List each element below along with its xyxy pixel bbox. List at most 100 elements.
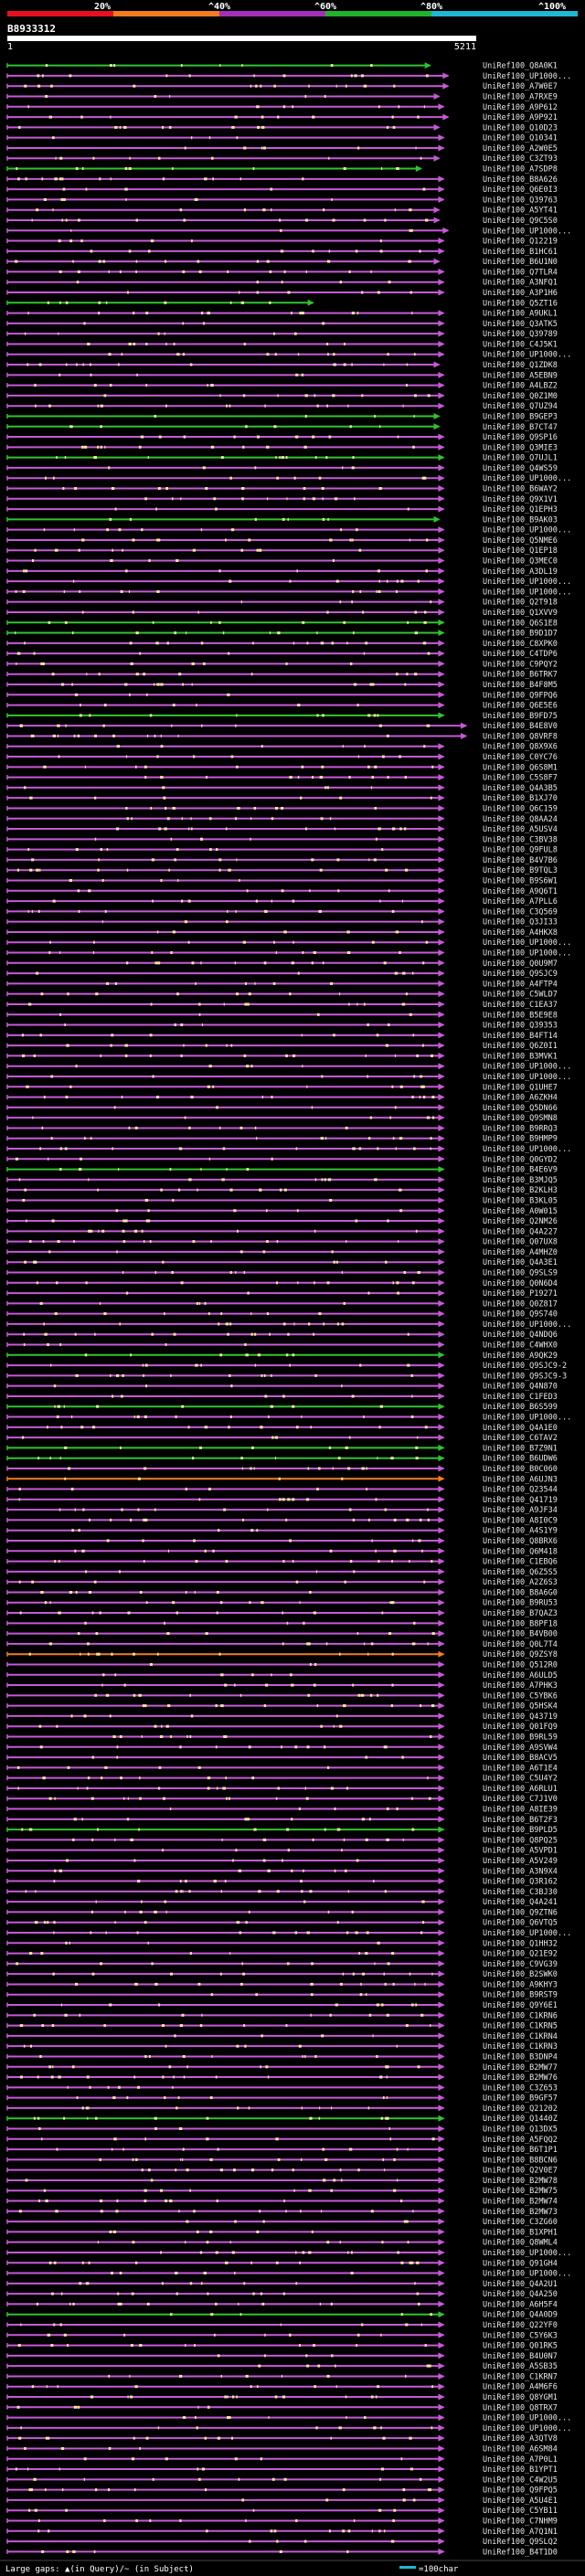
hit-row[interactable]: UniRef100_Q9Y6E1 — [6, 2001, 558, 2010]
hit-label[interactable]: UniRef100_Q01RK5 — [483, 2342, 558, 2351]
hit-row[interactable]: UniRef100_C0YC76 — [6, 753, 558, 762]
hit-label[interactable]: UniRef100_Q8A0K1 — [483, 62, 558, 71]
hit-row[interactable]: UniRef100_C6TAV2 — [6, 1434, 558, 1443]
hit-row[interactable]: UniRef100_A3P1H6 — [6, 289, 558, 298]
hit-row[interactable]: UniRef100_UP1000... — [6, 2424, 571, 2433]
hit-label[interactable]: UniRef100_B9RST9 — [483, 1991, 558, 2000]
hit-label[interactable]: UniRef100_C1KRN3 — [483, 2042, 558, 2051]
hit-label[interactable]: UniRef100_Q3JI33 — [483, 918, 558, 928]
hit-row[interactable]: UniRef100_UP1000... — [6, 526, 571, 535]
hit-label[interactable]: UniRef100_B6WAY2 — [483, 485, 558, 494]
hit-row[interactable]: UniRef100_A4FTP4 — [6, 980, 558, 989]
hit-label[interactable]: UniRef100_Q6E5E6 — [483, 702, 558, 711]
hit-label[interactable]: UniRef100_UP1000... — [483, 474, 571, 483]
hit-label[interactable]: UniRef100_A5EBN9 — [483, 371, 558, 380]
hit-label[interactable]: UniRef100_A6ULD5 — [483, 1671, 558, 1680]
hit-row[interactable]: UniRef100_Q23544 — [6, 1486, 558, 1495]
hit-row[interactable]: UniRef100_C1KRN4 — [6, 2032, 558, 2041]
hit-row[interactable]: UniRef100_Q5DN66 — [6, 1104, 558, 1113]
hit-row[interactable]: UniRef100_Q4A2U1 — [6, 2280, 558, 2289]
hit-label[interactable]: UniRef100_B2SWK0 — [483, 1970, 558, 1979]
hit-label[interactable]: UniRef100_C8XPK0 — [483, 640, 558, 649]
hit-label[interactable]: UniRef100_Q1440Z — [483, 2115, 558, 2124]
hit-label[interactable]: UniRef100_Q4A241 — [483, 1898, 558, 1907]
hit-label[interactable]: UniRef100_A5FQQ2 — [483, 2136, 558, 2145]
hit-row[interactable]: UniRef100_Q9ZSY8 — [6, 1650, 558, 1659]
hit-label[interactable]: UniRef100_Q23544 — [483, 1486, 558, 1495]
hit-row[interactable]: UniRef100_A8IE39 — [6, 1806, 558, 1815]
hit-row[interactable]: UniRef100_A7PHK3 — [6, 1681, 558, 1691]
hit-label[interactable]: UniRef100_B1XJ70 — [483, 794, 558, 803]
hit-row[interactable]: UniRef100_B0C060 — [6, 1465, 558, 1474]
hit-row[interactable]: UniRef100_Q01RK5 — [6, 2342, 558, 2351]
hit-row[interactable]: UniRef100_B2MW78 — [6, 2177, 558, 2186]
hit-label[interactable]: UniRef100_Q1HH32 — [483, 1939, 558, 1948]
hit-label[interactable]: UniRef100_B4V7B6 — [483, 856, 558, 865]
hit-label[interactable]: UniRef100_A7Q1N1 — [483, 2528, 558, 2537]
hit-label[interactable]: UniRef100_C4TDP6 — [483, 650, 558, 659]
hit-row[interactable]: UniRef100_Q9SLS9 — [6, 1269, 558, 1278]
hit-label[interactable]: UniRef100_B6UDW6 — [483, 1455, 558, 1464]
hit-label[interactable]: UniRef100_B6TRK7 — [483, 671, 558, 680]
hit-label[interactable]: UniRef100_A4LBZ2 — [483, 382, 558, 391]
hit-row[interactable]: UniRef100_Q22YF0 — [6, 2321, 558, 2330]
hit-label[interactable]: UniRef100_UP1000... — [483, 351, 571, 360]
hit-label[interactable]: UniRef100_Q9SLS9 — [483, 1269, 558, 1278]
hit-row[interactable]: UniRef100_Q10D23 — [6, 123, 558, 133]
hit-row[interactable]: UniRef100_Q41719 — [6, 1496, 558, 1505]
hit-row[interactable]: UniRef100_Q9FUL8 — [6, 846, 558, 855]
hit-label[interactable]: UniRef100_B2MW74 — [483, 2198, 558, 2207]
hit-row[interactable]: UniRef100_B4V7B6 — [6, 856, 558, 865]
hit-label[interactable]: UniRef100_Q6Z0I1 — [483, 1042, 558, 1051]
hit-label[interactable]: UniRef100_A9Q6T1 — [483, 887, 558, 896]
hit-label[interactable]: UniRef100_Q3MEC0 — [483, 557, 558, 567]
hit-row[interactable]: UniRef100_Q4A3E1 — [6, 1258, 558, 1267]
hit-label[interactable]: UniRef100_UP1000... — [483, 1145, 571, 1154]
hit-row[interactable]: UniRef100_Q4NDQ6 — [6, 1330, 558, 1340]
hit-row[interactable]: UniRef100_C3ZT93 — [6, 154, 558, 164]
hit-label[interactable]: UniRef100_A4M6F6 — [483, 2383, 558, 2392]
hit-row[interactable]: UniRef100_UP1000... — [6, 1073, 571, 1082]
hit-label[interactable]: UniRef100_C6TAV2 — [483, 1434, 558, 1443]
hit-row[interactable]: UniRef100_Q2V0E7 — [6, 2167, 558, 2176]
hit-row[interactable]: UniRef100_UP1000... — [6, 474, 571, 483]
hit-row[interactable]: UniRef100_Q9X1V1 — [6, 495, 558, 504]
hit-label[interactable]: UniRef100_B2MW78 — [483, 2177, 558, 2186]
hit-row[interactable]: UniRef100_Q6S8M1 — [6, 763, 558, 772]
hit-label[interactable]: UniRef100_A9UKL1 — [483, 310, 558, 319]
hit-row[interactable]: UniRef100_Q2NM26 — [6, 1217, 558, 1226]
hit-row[interactable]: UniRef100_UP1000... — [6, 227, 571, 236]
hit-row[interactable]: UniRef100_A6SM84 — [6, 2445, 558, 2454]
hit-row[interactable]: UniRef100_A7RXE9 — [6, 93, 558, 102]
hit-label[interactable]: UniRef100_Q9FUL8 — [483, 846, 558, 855]
hit-label[interactable]: UniRef100_B9TQL3 — [483, 866, 558, 875]
hit-label[interactable]: UniRef100_A3DL19 — [483, 567, 558, 577]
hit-label[interactable]: UniRef100_UP1000... — [483, 938, 571, 948]
hit-label[interactable]: UniRef100_Q9SP16 — [483, 433, 558, 442]
hit-label[interactable]: UniRef100_B4E8V0 — [483, 722, 558, 731]
hit-row[interactable]: UniRef100_A5V249 — [6, 1857, 558, 1866]
hit-label[interactable]: UniRef100_A4FTP4 — [483, 980, 558, 989]
hit-label[interactable]: UniRef100_UP1000... — [483, 2249, 571, 2258]
hit-label[interactable]: UniRef100_Q39763 — [483, 196, 558, 205]
hit-row[interactable]: UniRef100_A2Z6S3 — [6, 1578, 558, 1587]
hit-row[interactable]: UniRef100_A9SVW4 — [6, 1744, 558, 1753]
hit-label[interactable]: UniRef100_Q4A250 — [483, 2290, 558, 2299]
hit-row[interactable]: UniRef100_C3Z653 — [6, 2083, 558, 2093]
hit-row[interactable]: UniRef100_UP1000... — [6, 1929, 571, 1938]
hit-label[interactable]: UniRef100_B5E9E8 — [483, 1011, 558, 1020]
hit-row[interactable]: UniRef100_B3KL05 — [6, 1197, 558, 1206]
hit-row[interactable]: UniRef100_Q4A250 — [6, 2290, 558, 2299]
hit-row[interactable]: UniRef100_Q1440Z — [6, 2115, 558, 2124]
hit-label[interactable]: UniRef100_Q9X1V1 — [483, 495, 558, 504]
hit-row[interactable]: UniRef100_B9PLD5 — [6, 1826, 558, 1835]
hit-row[interactable]: UniRef100_C5YB11 — [6, 2507, 558, 2516]
hit-row[interactable]: UniRef100_C7J1V0 — [6, 1795, 558, 1804]
hit-label[interactable]: UniRef100_Q1EP18 — [483, 546, 558, 556]
hit-row[interactable]: UniRef100_C7NHM9 — [6, 2518, 558, 2527]
hit-label[interactable]: UniRef100_Q9SMN8 — [483, 1114, 558, 1123]
hit-row[interactable]: UniRef100_B2KLH3 — [6, 1186, 558, 1195]
hit-row[interactable]: UniRef100_Q9FPQ6 — [6, 691, 558, 700]
hit-row[interactable]: UniRef100_Q3MEC0 — [6, 557, 558, 567]
hit-label[interactable]: UniRef100_B4VB00 — [483, 1630, 558, 1639]
